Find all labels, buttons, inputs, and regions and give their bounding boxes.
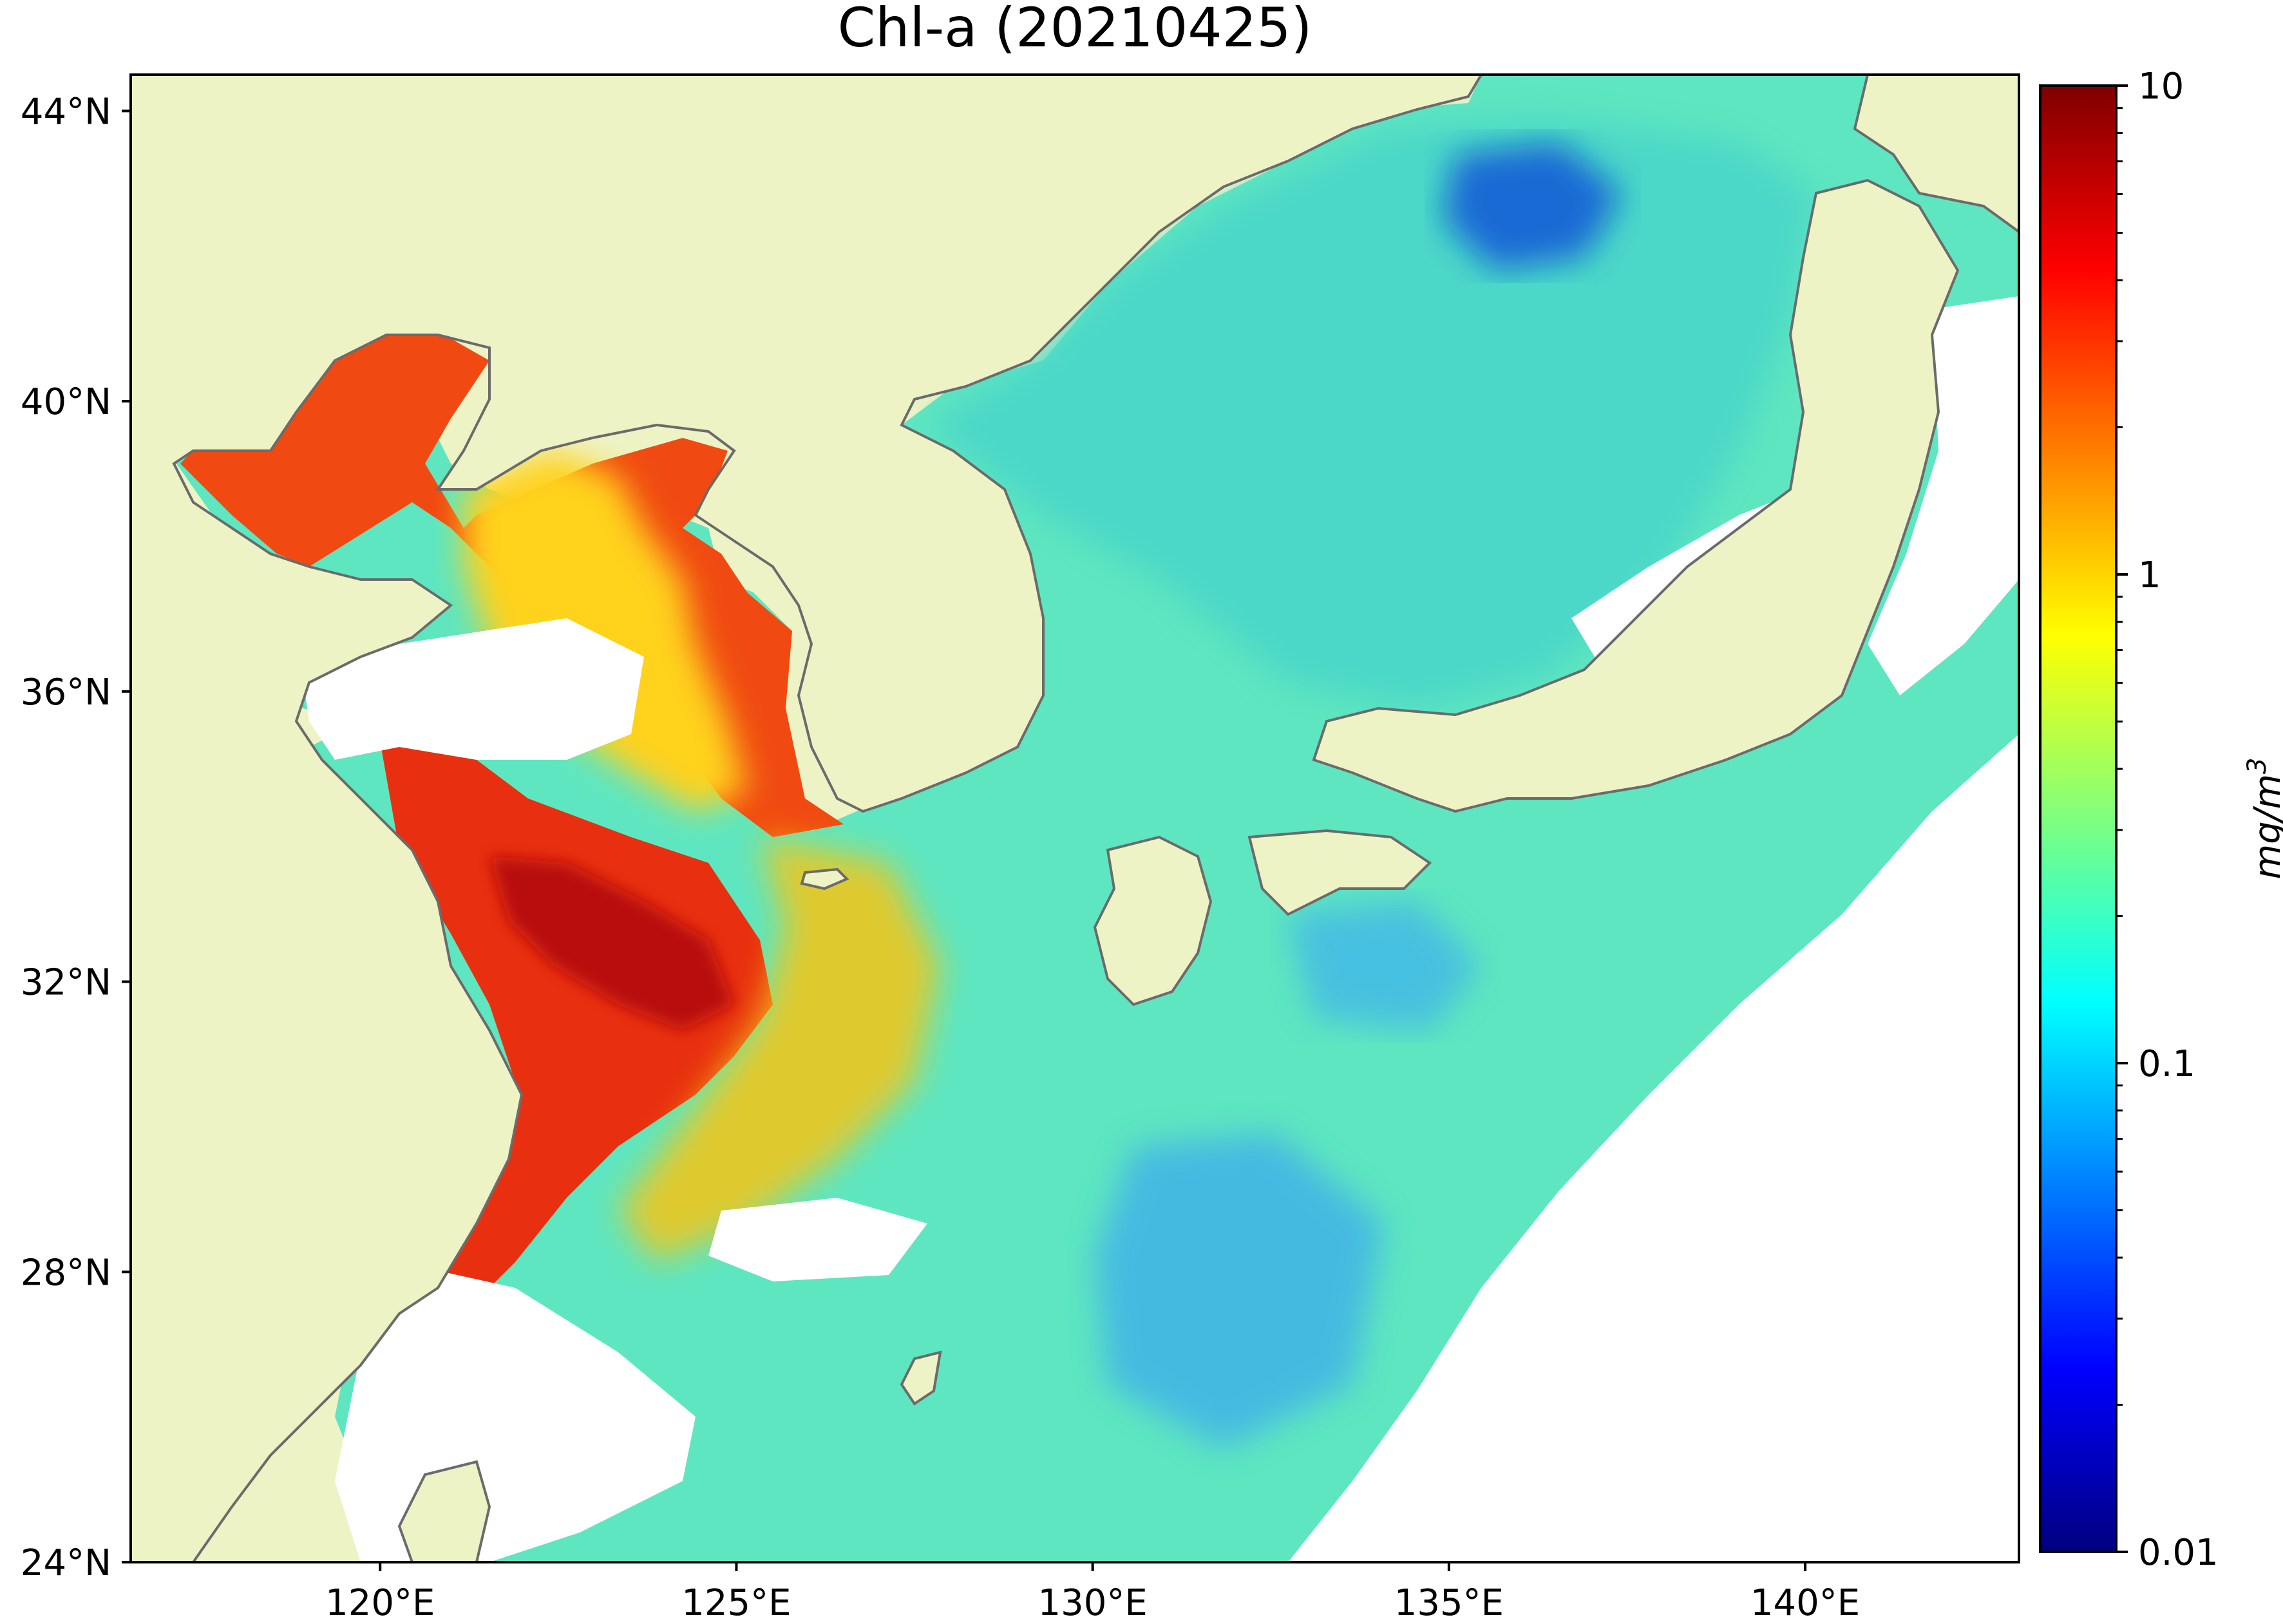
- chart-title: Chl-a (20210425): [838, 0, 1312, 59]
- okinawa: [900, 1350, 942, 1406]
- map-area: [131, 75, 2019, 1562]
- shikoku-blue-patch: [1288, 902, 1481, 1030]
- colorbar-unit-superscript: 3: [2242, 758, 2272, 774]
- colorbar-tick-label: 10: [2138, 66, 2184, 108]
- ecs-darkred-core: [489, 856, 734, 1030]
- no-data-yellow-sea: [303, 618, 644, 760]
- colorbar-minor-ticks: [2116, 107, 2123, 1406]
- no-data-ecs-mid: [708, 1198, 927, 1281]
- lat-tick-label: 44°N: [21, 91, 111, 133]
- taiwan: [397, 1460, 491, 1562]
- sea-of-japan-low-chl: [1443, 142, 1623, 270]
- pacific-low-chl: [1095, 1133, 1385, 1449]
- japan-hokkaido: [1853, 75, 2019, 234]
- colorbar-ticks: 10 1 0.1 0.01: [2116, 66, 2219, 1574]
- colorbar-unit-text: mg/m: [2247, 774, 2283, 880]
- land-masses: [131, 75, 2019, 1562]
- no-data-japan-east: [1868, 296, 2019, 695]
- ecs-transition: [618, 837, 940, 1262]
- lat-tick-label: 24°N: [21, 1542, 111, 1584]
- colorbar-tick-label: 0.1: [2138, 1043, 2195, 1085]
- lat-axis: 44°N 40°N 36°N 32°N 28°N 24°N: [21, 91, 131, 1584]
- lat-tick-label: 36°N: [21, 672, 111, 713]
- no-data-pacific-east: [1288, 734, 2019, 1562]
- japan-kyushu: [1093, 835, 1213, 1006]
- lat-tick-label: 32°N: [21, 962, 111, 1004]
- lon-tick-label: 135°E: [1394, 1582, 1504, 1624]
- lon-tick-label: 125°E: [681, 1582, 791, 1624]
- colorbar-tick-label: 1: [2138, 554, 2161, 596]
- japan-shikoku: [1247, 829, 1432, 916]
- lon-tick-label: 120°E: [325, 1582, 435, 1624]
- colorbar-gradient: [2040, 86, 2116, 1552]
- lat-tick-label: 28°N: [21, 1252, 111, 1294]
- lon-tick-label: 140°E: [1750, 1582, 1860, 1624]
- colorbar-tick-label: 0.01: [2138, 1532, 2219, 1574]
- map-frame: [129, 73, 2020, 1563]
- sea-of-japan-region: [927, 116, 1816, 708]
- yellow-sea-mid-chl: [464, 451, 747, 811]
- china-mainland: [131, 75, 1483, 1562]
- lat-tick-label: 40°N: [21, 381, 111, 423]
- lon-axis: 120°E 125°E 130°E 135°E 140°E: [325, 1562, 1860, 1624]
- colorbar-unit-label: mg/m3: [2242, 758, 2283, 880]
- jeju-island: [800, 867, 849, 891]
- colorbar: 10 1 0.1 0.01 mg/m3: [2039, 66, 2283, 1574]
- japan-honshu: [1312, 178, 1960, 813]
- lon-tick-label: 130°E: [1038, 1582, 1148, 1624]
- colorbar-frame: [2039, 84, 2117, 1553]
